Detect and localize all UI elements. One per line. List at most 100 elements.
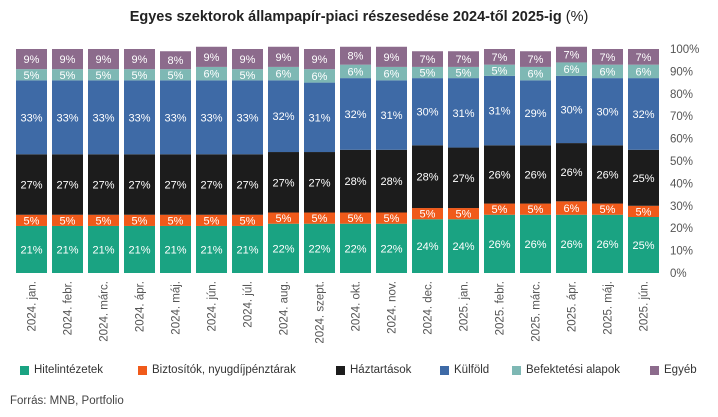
bar-segment [196,46,227,67]
bar-segment [448,219,479,273]
data-label: 9% [96,54,112,66]
data-label: 9% [132,54,148,66]
bar-segment [448,51,479,67]
bar-segment [304,82,335,153]
data-label: 5% [24,215,40,227]
bar-segment [628,205,659,217]
legend-swatch [440,365,449,375]
bar-segment [592,145,623,204]
bar-segment [484,145,515,204]
bar-segment [88,154,119,215]
data-label: 22% [344,243,366,255]
data-label: 26% [596,239,618,251]
bar-segment [52,214,83,226]
data-label: 31% [308,112,330,124]
bar-segment [628,64,659,79]
data-label: 26% [560,239,582,251]
data-label: 9% [276,52,292,64]
data-label: 21% [20,244,42,256]
bar-segment [520,66,551,81]
x-tick-label: 2025. márc. [531,281,543,342]
y-axis-labels: 0% 10% 20% 30% 40% 50% 60% 70% 80% 90% 100% [670,44,699,280]
bar-segment [628,149,659,206]
y-tick-label: 40% [670,178,693,190]
bar-segment [88,49,119,70]
data-label: 5% [240,70,256,82]
bar-segment [160,80,191,155]
bar-segment [304,69,335,83]
bar-segment [124,49,155,70]
data-label: 7% [636,52,652,64]
data-label: 8% [168,55,184,67]
data-label: 27% [92,180,114,192]
data-label: 5% [132,215,148,227]
data-label: 26% [524,169,546,181]
data-label: 5% [168,70,184,82]
y-tick-label: 70% [670,111,693,123]
legend-item: Egyéb [650,364,697,376]
data-label: 28% [344,176,366,188]
data-label: 5% [492,204,508,216]
x-tick-label: 2024. márc. [99,281,111,342]
bar-segment [16,80,47,155]
x-tick-label: 2024. szept. [315,281,327,344]
bar-segment [196,225,227,273]
bar-segment [592,203,623,215]
y-tick-label: 10% [670,246,693,258]
bar-segment [268,66,299,81]
data-label: 5% [384,213,400,225]
bar-segment [196,66,227,81]
data-label: 9% [384,52,400,64]
x-tick-label: 2024. dec. [423,281,435,335]
bar-segment [448,208,479,220]
data-label: 9% [204,52,220,64]
stacked-bar-chart: 21% 5% 27% 33% 5% 9% 21% 5% 27% 33% 5% 9% 21% 5% 27% 33… [16,44,699,344]
legend-swatch [336,365,345,375]
data-label: 5% [420,209,436,221]
bar-segment [232,214,263,226]
data-label: 5% [96,215,112,227]
bar-segment [304,49,335,70]
bar-segment [412,66,443,79]
data-label: 5% [96,70,112,82]
bar-segment [556,214,587,273]
data-label: 6% [348,66,364,78]
chart-title-unit: (%) [565,9,589,25]
data-label: 27% [128,180,150,192]
data-label: 30% [596,107,618,119]
bar-segment [160,225,191,273]
data-label: 33% [56,112,78,124]
bar-segment [448,147,479,209]
data-label: 7% [420,54,436,66]
y-tick-label: 0% [670,268,687,280]
bar-segment [592,78,623,146]
data-label: 5% [132,70,148,82]
data-label: 6% [276,69,292,81]
bar-segment [448,78,479,148]
bar-segment [376,149,407,213]
bar-segment [412,219,443,273]
x-tick-label: 2025. jan. [459,281,471,332]
bar-segment [16,214,47,226]
bar-segment [52,69,83,81]
x-tick-label: 2025. febr. [495,281,507,335]
bar-segment [268,152,299,213]
data-label: 5% [24,70,40,82]
data-label: 6% [564,64,580,76]
data-label: 9% [60,54,76,66]
legend-label: Hitelintézetek [34,364,104,376]
bar-segment [88,80,119,155]
bar-segment [196,80,227,155]
bar-segment [340,212,371,224]
data-label: 27% [236,180,258,192]
bar-segment [592,214,623,273]
legend-swatch [650,365,659,375]
data-label: 21% [128,244,150,256]
data-label: 21% [164,244,186,256]
bar-segment [232,225,263,273]
data-label: 9% [240,54,256,66]
data-label: 5% [456,68,472,80]
bar-segment [412,145,443,209]
data-label: 28% [380,176,402,188]
bar-segment [304,223,335,273]
